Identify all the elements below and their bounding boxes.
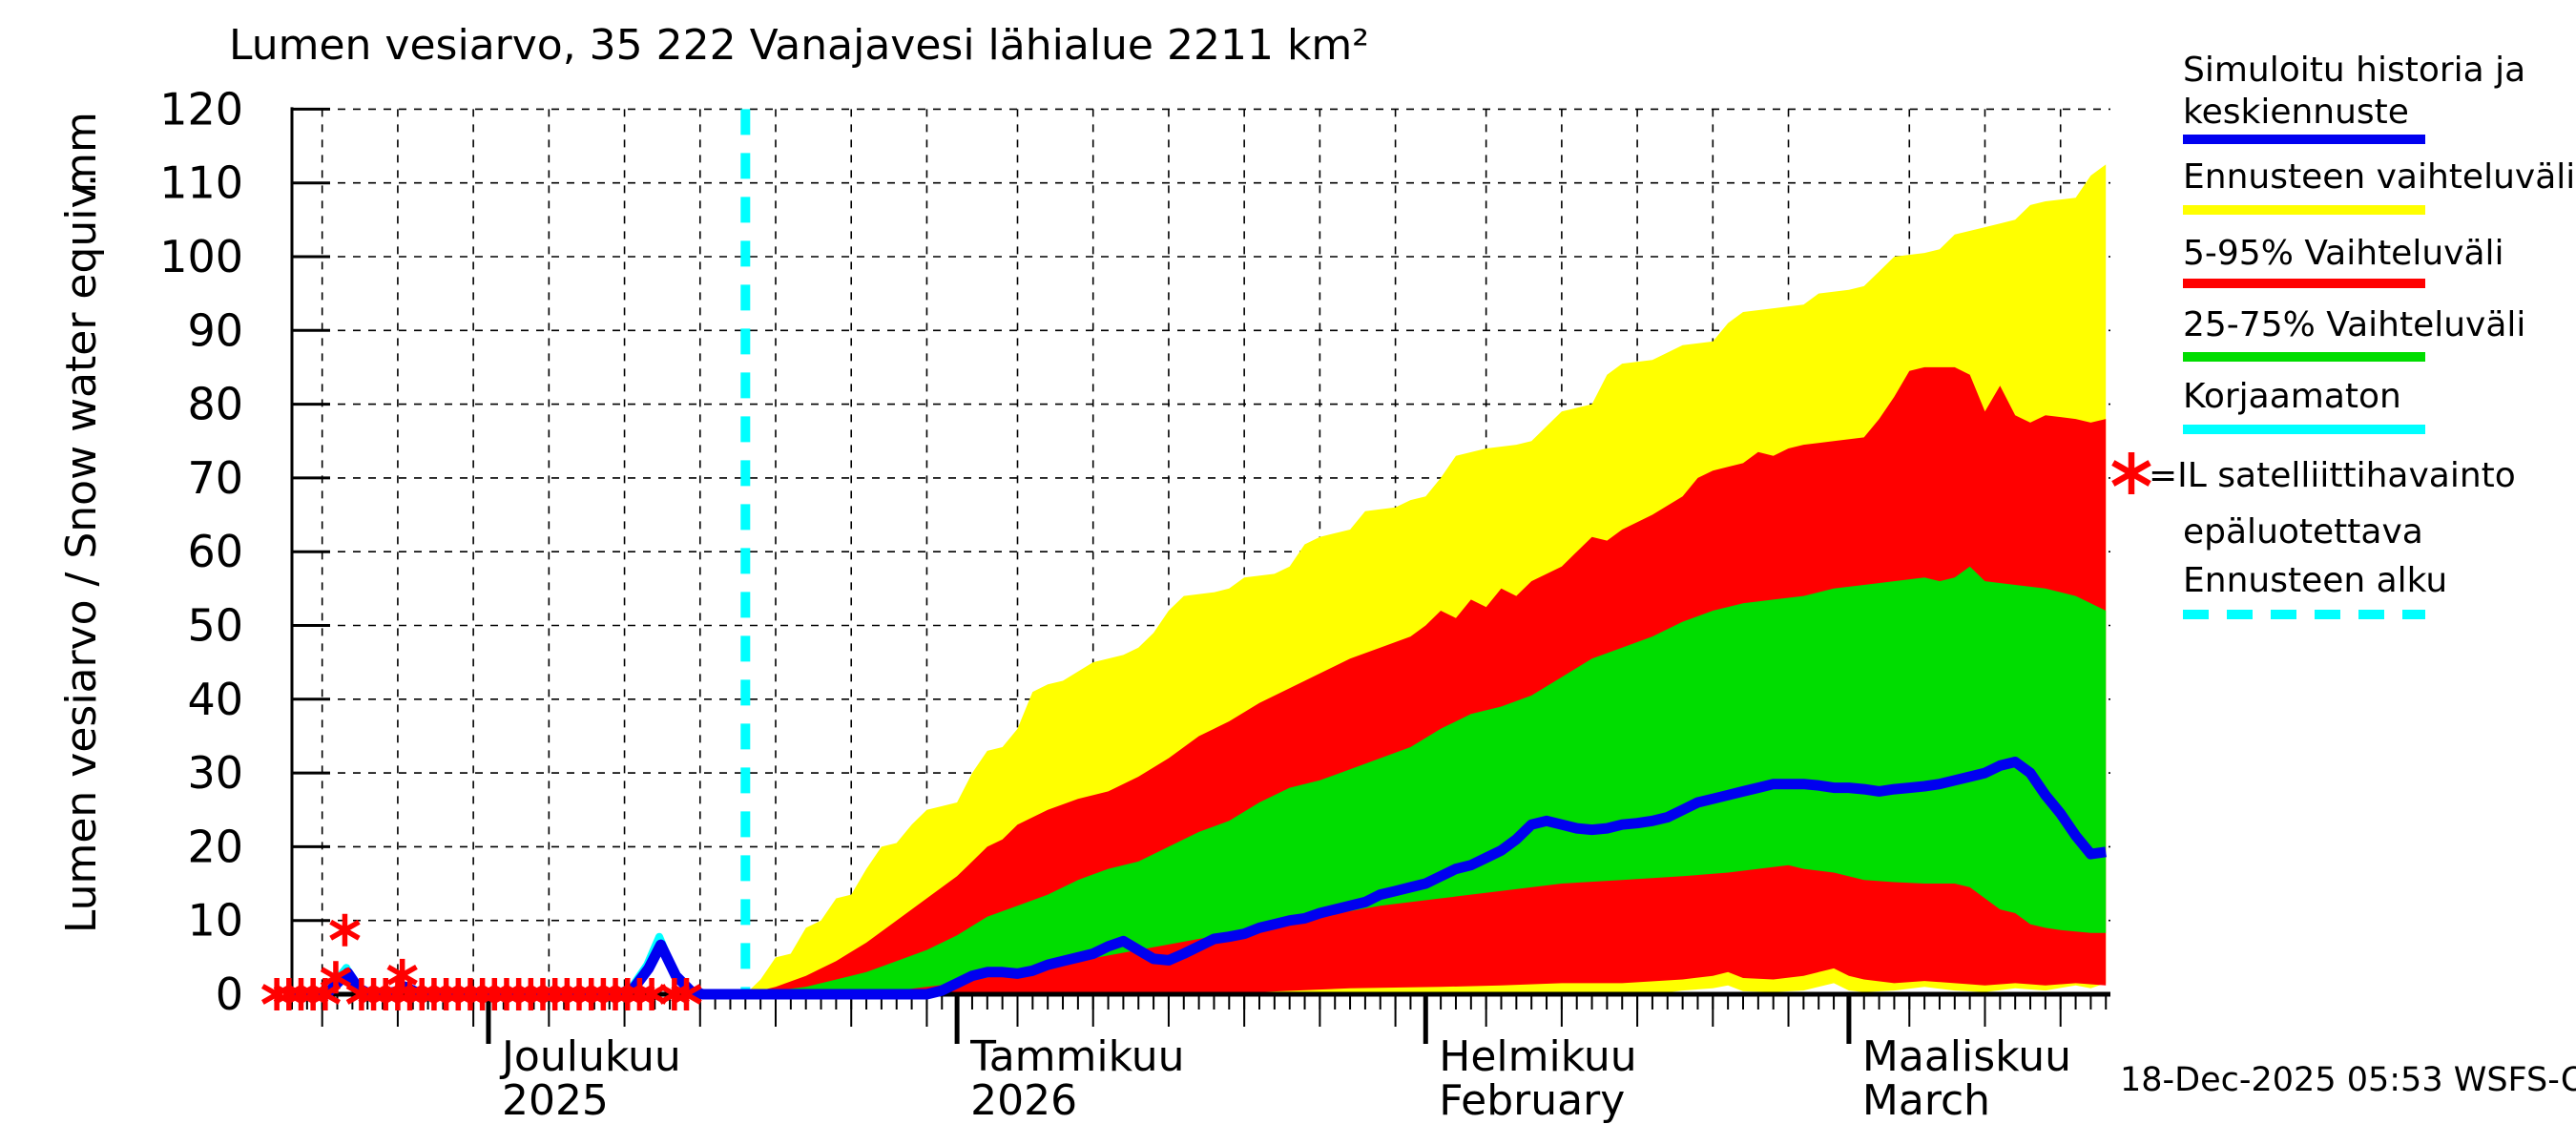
x-month-sublabel: 2026	[970, 1076, 1077, 1125]
satellite-asterisk-marker	[612, 978, 643, 1010]
y-tick-label: 40	[187, 674, 243, 725]
satellite-asterisk-marker	[418, 978, 450, 1010]
x-month-label: Maaliskuu	[1862, 1032, 2071, 1081]
legend-label: keskiennuste	[2183, 93, 2409, 132]
y-tick-label: 100	[159, 231, 243, 282]
satellite-asterisk-marker	[320, 961, 352, 994]
legend-swatch-range_5_95	[2183, 279, 2425, 288]
satellite-asterisk-marker	[358, 978, 389, 1010]
satellite-asterisk-marker	[575, 978, 607, 1010]
satellite-asterisk-marker	[479, 978, 510, 1010]
x-month-sublabel: February	[1439, 1076, 1625, 1125]
satellite-asterisk-marker	[551, 978, 583, 1010]
y-tick-label: 90	[187, 304, 243, 356]
satellite-asterisk-marker	[285, 978, 317, 1010]
satellite-asterisk-marker	[527, 978, 559, 1010]
satellite-asterisk-marker	[2111, 452, 2151, 494]
legend-label: epäluotettava	[2183, 512, 2423, 552]
satellite-asterisk-marker	[260, 978, 293, 1010]
y-tick-label: 0	[216, 968, 243, 1020]
satellite-asterisk-marker	[454, 978, 487, 1010]
y-tick-label: 20	[187, 821, 243, 872]
x-month-sublabel: 2025	[502, 1076, 609, 1125]
satellite-asterisk-marker	[588, 978, 619, 1010]
x-month-sublabel: March	[1862, 1076, 1990, 1125]
legend-label: 25-75% Vaihteluväli	[2183, 305, 2526, 344]
satellite-asterisk-marker	[430, 978, 462, 1010]
satellite-asterisk-marker	[345, 978, 378, 1010]
legend-swatch-uncorrected	[2183, 425, 2425, 434]
y-tick-label: 110	[159, 157, 243, 209]
y-axis-unit-label: mm	[57, 112, 106, 194]
y-tick-label: 50	[187, 600, 243, 652]
satellite-asterisk-marker	[624, 978, 655, 1010]
legend-swatch-range_25_75	[2183, 352, 2425, 362]
satellite-asterisk-marker	[467, 978, 498, 1010]
satellite-asterisk-marker	[370, 978, 402, 1010]
y-tick-label: 60	[187, 526, 243, 577]
satellite-asterisk-marker	[503, 978, 534, 1010]
satellite-asterisk-marker	[382, 978, 414, 1010]
legend-label: =IL satelliittihavainto	[2149, 456, 2516, 495]
band-25-75	[745, 566, 2107, 994]
satellite-asterisk-marker	[443, 978, 474, 1010]
y-tick-label: 70	[187, 452, 243, 504]
y-tick-label: 30	[187, 747, 243, 799]
y-axis-label: Lumen vesiarvo / Snow water equiv.	[57, 174, 106, 933]
legend-swatch-forecast_range	[2183, 205, 2425, 215]
satellite-asterisk-marker	[329, 913, 361, 947]
satellite-asterisk-marker	[539, 978, 571, 1010]
satellite-asterisk-marker	[563, 978, 595, 1010]
legend-label: Korjaamaton	[2183, 377, 2401, 416]
timestamp-label: 18-Dec-2025 05:53 WSFS-O	[2120, 1061, 2576, 1099]
satellite-asterisk-marker	[273, 978, 304, 1010]
satellite-asterisk-marker	[406, 978, 438, 1010]
satellite-asterisk-marker	[599, 978, 632, 1010]
y-tick-label: 10	[187, 895, 243, 947]
legend-swatch-forecast_start	[2183, 610, 2425, 619]
legend-label: 5-95% Vaihteluväli	[2183, 234, 2504, 273]
satellite-asterisk-marker	[671, 978, 702, 1010]
x-month-label: Tammikuu	[969, 1032, 1184, 1081]
satellite-asterisk-marker	[515, 978, 547, 1010]
satellite-asterisk-marker	[490, 978, 523, 1010]
chart-title: Lumen vesiarvo, 35 222 Vanajavesi lähial…	[229, 21, 1369, 70]
y-tick-label: 120	[159, 83, 243, 135]
satellite-asterisk-marker	[658, 978, 691, 1010]
legend-label: Ennusteen alku	[2183, 561, 2448, 600]
legend-swatch-median	[2183, 135, 2425, 144]
satellite-asterisk-marker	[386, 958, 418, 991]
satellite-asterisk-marker	[298, 978, 329, 1010]
legend-label: Ennusteen vaihteluväli	[2183, 157, 2576, 197]
y-tick-label: 80	[187, 379, 243, 430]
x-month-label: Joulukuu	[499, 1032, 681, 1081]
legend-label: Simuloitu historia ja	[2183, 51, 2526, 90]
x-month-label: Helmikuu	[1439, 1032, 1636, 1081]
